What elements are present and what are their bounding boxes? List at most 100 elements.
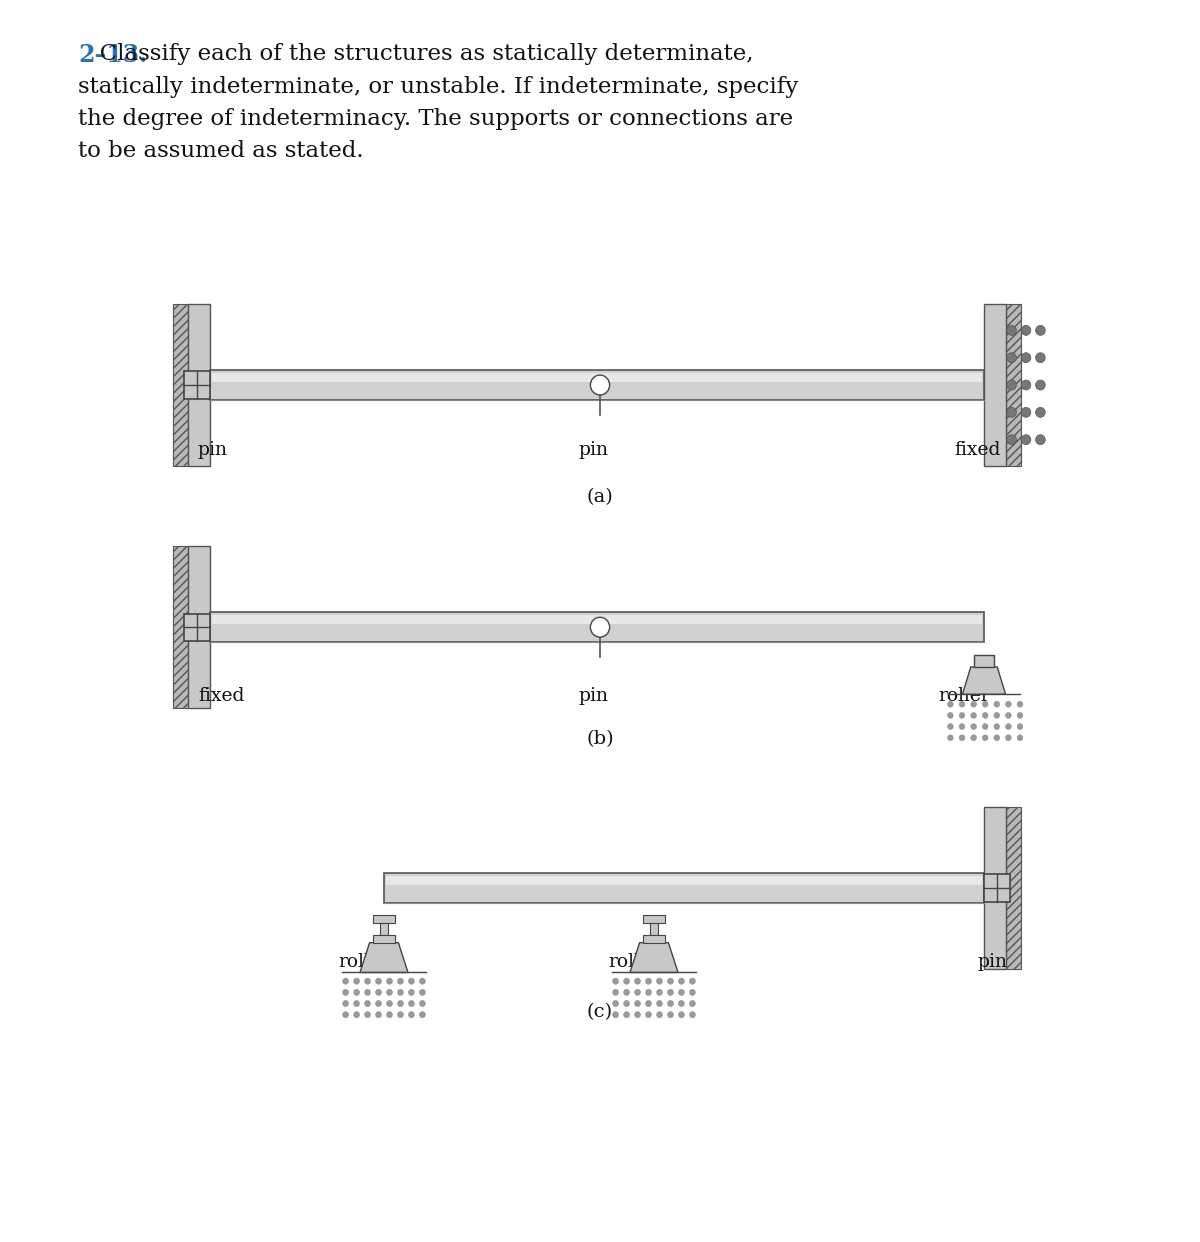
Circle shape (420, 1012, 425, 1018)
Circle shape (613, 979, 619, 985)
Circle shape (386, 1001, 392, 1006)
Circle shape (1021, 407, 1031, 417)
Circle shape (689, 979, 696, 985)
Circle shape (1036, 435, 1045, 445)
Circle shape (365, 1012, 371, 1018)
Circle shape (678, 1001, 684, 1006)
Circle shape (376, 1001, 382, 1006)
Bar (212, 615, 982, 625)
Circle shape (635, 979, 641, 985)
Bar (984, 304, 1006, 466)
Circle shape (1007, 380, 1016, 390)
Circle shape (1006, 702, 1012, 707)
Circle shape (635, 1012, 641, 1018)
Circle shape (1006, 713, 1012, 718)
Circle shape (420, 1001, 425, 1006)
Bar (1006, 807, 1021, 969)
Circle shape (624, 1012, 630, 1018)
Polygon shape (962, 667, 1006, 694)
Circle shape (624, 990, 630, 996)
Bar (188, 546, 210, 708)
Circle shape (948, 702, 953, 707)
Circle shape (1036, 325, 1045, 335)
Circle shape (365, 990, 371, 996)
Circle shape (590, 617, 610, 637)
Circle shape (1006, 724, 1012, 729)
Bar (974, 655, 994, 667)
Circle shape (354, 1012, 360, 1018)
Circle shape (590, 375, 610, 395)
Circle shape (1018, 702, 1022, 707)
Bar (373, 935, 395, 943)
Circle shape (397, 990, 403, 996)
Circle shape (689, 990, 696, 996)
Bar (1006, 304, 1021, 466)
Circle shape (646, 990, 652, 996)
Bar (188, 304, 210, 466)
Circle shape (408, 1012, 414, 1018)
Circle shape (994, 702, 1000, 707)
Bar (210, 612, 984, 642)
Circle shape (397, 1001, 403, 1006)
Circle shape (354, 1001, 360, 1006)
Circle shape (971, 713, 977, 718)
Circle shape (994, 735, 1000, 740)
Bar (212, 373, 982, 383)
Circle shape (397, 979, 403, 985)
Circle shape (689, 1012, 696, 1018)
Circle shape (959, 735, 965, 740)
Circle shape (343, 979, 348, 985)
Circle shape (646, 979, 652, 985)
Circle shape (365, 979, 371, 985)
Circle shape (948, 713, 953, 718)
Circle shape (1007, 353, 1016, 363)
Circle shape (983, 702, 988, 707)
Circle shape (971, 724, 977, 729)
Circle shape (1021, 435, 1031, 445)
Text: pin: pin (578, 441, 608, 458)
Circle shape (656, 1001, 662, 1006)
Circle shape (408, 979, 414, 985)
Circle shape (667, 1001, 673, 1006)
Circle shape (667, 1012, 673, 1018)
Circle shape (656, 979, 662, 985)
Bar (984, 807, 1006, 969)
Circle shape (971, 702, 977, 707)
Text: pin: pin (198, 441, 228, 458)
Text: pin: pin (578, 687, 608, 704)
Circle shape (1018, 724, 1022, 729)
Circle shape (343, 1001, 348, 1006)
Text: roller: roller (938, 687, 990, 704)
Circle shape (1007, 435, 1016, 445)
Circle shape (678, 990, 684, 996)
Circle shape (1021, 325, 1031, 335)
Circle shape (420, 990, 425, 996)
Circle shape (624, 979, 630, 985)
Circle shape (386, 990, 392, 996)
Circle shape (365, 1001, 371, 1006)
Circle shape (397, 1012, 403, 1018)
Circle shape (689, 1001, 696, 1006)
Text: (c): (c) (587, 1004, 613, 1021)
Bar (173, 546, 188, 708)
Circle shape (646, 1012, 652, 1018)
Text: pin: pin (978, 953, 1008, 970)
Circle shape (983, 713, 988, 718)
Circle shape (1021, 353, 1031, 363)
Circle shape (635, 990, 641, 996)
Circle shape (343, 990, 348, 996)
Circle shape (971, 735, 977, 740)
Circle shape (646, 1001, 652, 1006)
Bar (184, 614, 210, 641)
Circle shape (983, 724, 988, 729)
Circle shape (386, 979, 392, 985)
Circle shape (656, 1012, 662, 1018)
Bar (643, 935, 665, 943)
Bar (384, 873, 984, 903)
Bar (380, 923, 388, 935)
Circle shape (624, 1001, 630, 1006)
Bar (210, 370, 984, 400)
Circle shape (635, 1001, 641, 1006)
Circle shape (1036, 380, 1045, 390)
Circle shape (420, 979, 425, 985)
